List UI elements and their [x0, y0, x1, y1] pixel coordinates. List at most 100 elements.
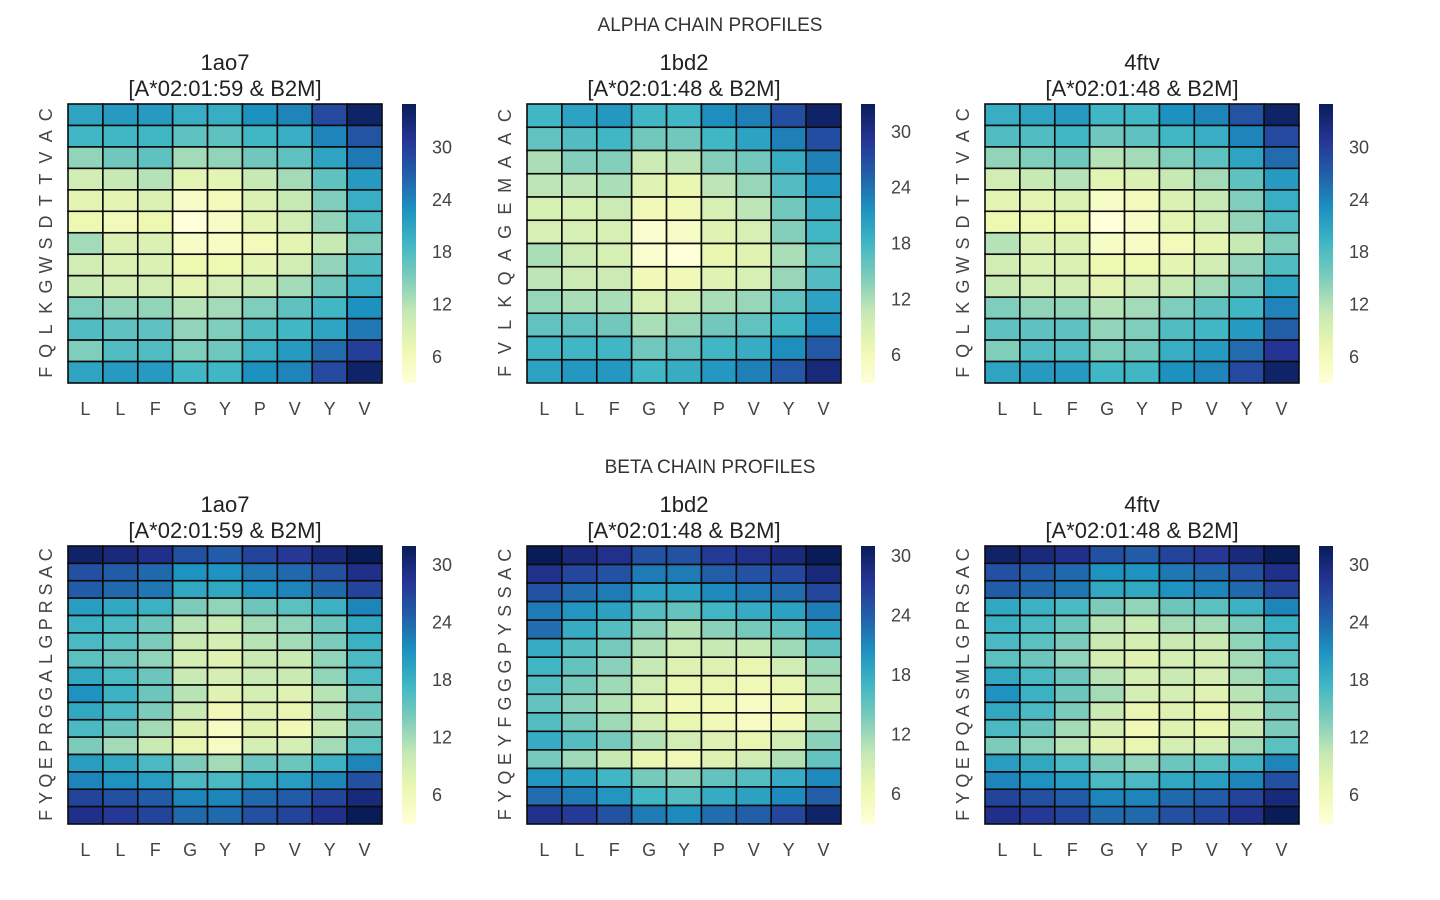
heatmap-cell	[346, 231, 383, 256]
heatmap-cell	[276, 339, 314, 363]
y-tick-label: W	[953, 256, 973, 273]
heatmap-cell	[276, 189, 314, 213]
heatmap-cell	[561, 335, 598, 361]
heatmap-cell	[241, 736, 279, 756]
heatmap-cell	[1123, 274, 1161, 298]
heatmap-cell	[136, 597, 174, 617]
heatmap-cell	[1088, 103, 1126, 127]
heatmap-cell	[735, 767, 773, 788]
colorbar	[402, 546, 416, 824]
heatmap-cell	[1053, 274, 1091, 298]
heatmap-cell	[1263, 231, 1300, 256]
heatmap-cell	[526, 358, 563, 384]
heatmap-cell	[561, 582, 598, 603]
heatmap-cell	[1193, 666, 1231, 686]
heatmap-cell	[770, 693, 807, 714]
heatmap-cell	[241, 545, 279, 565]
heatmap-cell	[526, 693, 563, 714]
heatmap-cell	[1088, 317, 1126, 341]
colorbar-tick-label: 24	[432, 190, 452, 210]
heatmap-cell	[665, 312, 703, 338]
heatmap-cell	[241, 771, 279, 791]
heatmap-cell	[984, 146, 1021, 170]
heatmap-cell	[1263, 771, 1300, 791]
heatmap-cell	[1263, 805, 1300, 825]
colorbar-tick-label: 6	[1349, 347, 1359, 367]
y-tick-label: G	[36, 635, 56, 649]
heatmap-cell	[276, 360, 314, 384]
heatmap-cell	[630, 619, 668, 640]
heatmap-cell	[171, 805, 209, 825]
heatmap-cell	[595, 172, 633, 198]
heatmap-cell	[630, 563, 668, 584]
heatmap-cell	[276, 210, 314, 234]
heatmap-cell	[561, 619, 598, 640]
heatmap-cell	[206, 360, 244, 384]
y-tick-label: A	[36, 130, 56, 142]
heatmap-cell	[102, 579, 139, 599]
heatmap-cells	[526, 545, 842, 825]
heatmap-cell	[735, 619, 773, 640]
y-tick-label: E	[36, 757, 56, 769]
heatmap-cell	[665, 126, 703, 152]
y-tick-label: R	[36, 600, 56, 613]
heatmap-cell	[136, 296, 174, 320]
heatmap-cell	[984, 614, 1021, 634]
y-tick-label: L	[36, 654, 56, 664]
heatmap-cell	[700, 196, 738, 222]
y-tick-label: M	[495, 178, 515, 193]
alpha-row-title: ALPHA CHAIN PROFILES	[598, 15, 823, 36]
heatmap-cell	[984, 189, 1021, 213]
heatmap-cell	[67, 597, 104, 617]
heatmap-panel-1ao7-beta: 1ao7[A*02:01:59 & B2M]L L F G Y P V Y VFYQEPRGGA…	[36, 492, 452, 860]
colorbar-tick-label: 18	[891, 234, 911, 254]
heatmap-cell	[311, 339, 348, 363]
heatmap-cell	[1123, 124, 1161, 148]
heatmap-cell	[770, 619, 807, 640]
heatmap-cell	[1263, 545, 1300, 565]
y-tick-label: A	[495, 568, 515, 580]
panel-title: 1ao7	[201, 50, 250, 75]
heatmap-cell	[67, 274, 104, 298]
heatmap-cell	[136, 684, 174, 704]
y-tick-label: A	[495, 133, 515, 145]
heatmap-cell	[984, 296, 1021, 320]
heatmap-cell	[1228, 339, 1265, 363]
heatmap-cell	[311, 360, 348, 384]
heatmap-cell	[984, 649, 1021, 669]
heatmap-cell	[1123, 103, 1161, 127]
heatmap-cell	[526, 730, 563, 751]
x-tick-label: G	[1100, 399, 1114, 419]
heatmap-cell	[346, 274, 383, 298]
heatmap-cell	[136, 103, 174, 127]
heatmap-cell	[1158, 210, 1196, 234]
y-tick-label: P	[495, 642, 515, 654]
heatmap-cell	[1263, 579, 1300, 599]
heatmap-cell	[1193, 231, 1231, 256]
heatmap-cell	[1263, 632, 1300, 652]
heatmap-cell	[1123, 189, 1161, 213]
heatmap-cell	[665, 693, 703, 714]
heatmap-cell	[171, 146, 209, 170]
x-tick-label: Y	[783, 399, 795, 419]
heatmap-cell	[1123, 701, 1161, 721]
colorbar	[1319, 546, 1333, 824]
heatmap-cell	[171, 788, 209, 808]
heatmap-cell	[206, 545, 244, 565]
y-tick-label: Q	[953, 344, 973, 358]
heatmap-cell	[700, 563, 738, 584]
heatmap-cell	[1193, 296, 1231, 320]
heatmap-cell	[171, 231, 209, 256]
y-tick-label: C	[495, 109, 515, 122]
heatmap-cell	[67, 753, 104, 773]
x-tick-label: V	[289, 840, 301, 860]
heatmap-cell	[630, 600, 668, 621]
heatmap-cell	[805, 619, 842, 640]
y-tick-label: L	[495, 320, 515, 330]
heatmap-cell	[102, 684, 139, 704]
heatmap-cell	[1088, 701, 1126, 721]
heatmap-cell	[1019, 146, 1056, 170]
colorbar-tick-label: 24	[432, 613, 452, 633]
heatmap-cell	[561, 196, 598, 222]
